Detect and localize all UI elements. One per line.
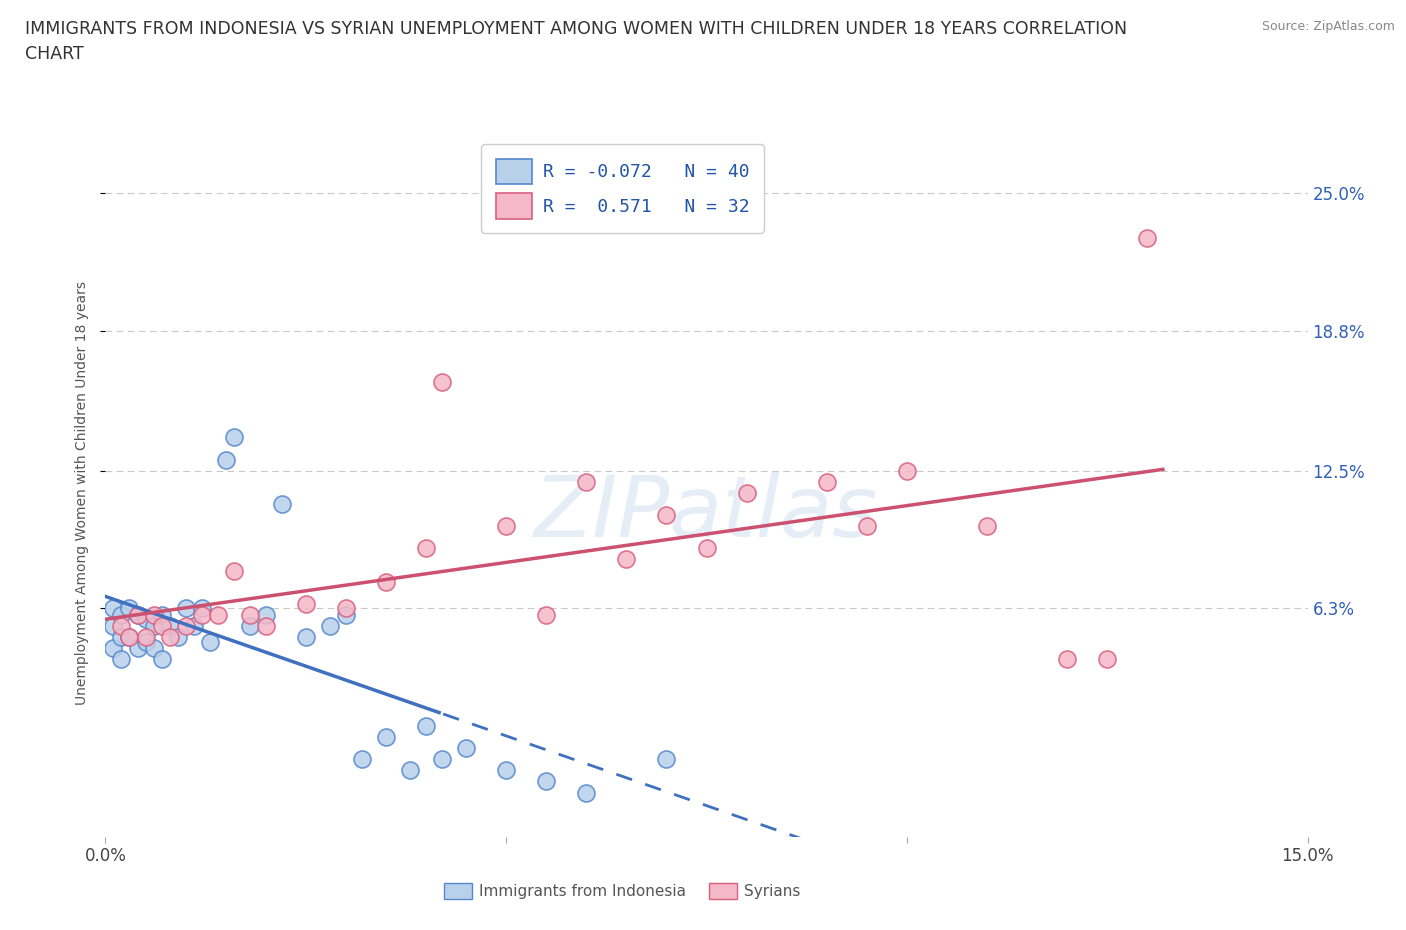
Point xyxy=(415,719,437,734)
Point xyxy=(127,641,149,656)
Point xyxy=(239,607,262,622)
Point xyxy=(127,607,149,622)
Point xyxy=(534,607,557,622)
Text: IMMIGRANTS FROM INDONESIA VS SYRIAN UNEMPLOYMENT AMONG WOMEN WITH CHILDREN UNDER: IMMIGRANTS FROM INDONESIA VS SYRIAN UNEM… xyxy=(25,20,1128,38)
Point xyxy=(183,618,205,633)
Point xyxy=(454,741,477,756)
Point xyxy=(159,630,181,644)
Point xyxy=(159,618,181,633)
Point xyxy=(214,452,236,467)
Point xyxy=(254,618,277,633)
Legend: Immigrants from Indonesia, Syrians: Immigrants from Indonesia, Syrians xyxy=(439,877,807,905)
Point xyxy=(575,474,598,489)
Point xyxy=(295,596,318,611)
Point xyxy=(222,564,245,578)
Point xyxy=(150,607,173,622)
Point xyxy=(135,630,157,644)
Point xyxy=(174,601,197,616)
Point xyxy=(575,785,598,800)
Text: ZIPatlas: ZIPatlas xyxy=(534,472,879,555)
Point xyxy=(495,763,517,777)
Point xyxy=(254,607,277,622)
Point xyxy=(1136,230,1159,245)
Point xyxy=(1056,652,1078,667)
Point xyxy=(118,630,141,644)
Point xyxy=(430,751,453,766)
Point xyxy=(142,641,165,656)
Point xyxy=(655,751,678,766)
Point xyxy=(198,634,221,649)
Point xyxy=(815,474,838,489)
Point xyxy=(855,519,877,534)
Point xyxy=(118,630,141,644)
Point xyxy=(270,497,292,512)
Point xyxy=(534,774,557,789)
Point xyxy=(150,652,173,667)
Point xyxy=(110,618,132,633)
Point xyxy=(110,630,132,644)
Point xyxy=(415,541,437,556)
Point xyxy=(135,612,157,627)
Point xyxy=(190,601,212,616)
Point xyxy=(110,652,132,667)
Point xyxy=(239,618,262,633)
Point xyxy=(399,763,422,777)
Point xyxy=(896,463,918,478)
Point xyxy=(142,607,165,622)
Point xyxy=(135,634,157,649)
Point xyxy=(495,519,517,534)
Point xyxy=(190,607,212,622)
Point xyxy=(174,618,197,633)
Point xyxy=(335,601,357,616)
Point xyxy=(166,630,188,644)
Text: CHART: CHART xyxy=(25,45,84,62)
Text: Source: ZipAtlas.com: Source: ZipAtlas.com xyxy=(1261,20,1395,33)
Point xyxy=(735,485,758,500)
Point xyxy=(222,430,245,445)
Point xyxy=(207,607,229,622)
Point xyxy=(127,607,149,622)
Point xyxy=(110,607,132,622)
Point xyxy=(150,618,173,633)
Point xyxy=(655,508,678,523)
Point xyxy=(430,375,453,390)
Point xyxy=(103,641,125,656)
Point xyxy=(118,601,141,616)
Point xyxy=(374,574,398,589)
Y-axis label: Unemployment Among Women with Children Under 18 years: Unemployment Among Women with Children U… xyxy=(75,281,89,705)
Point xyxy=(335,607,357,622)
Point xyxy=(374,730,398,745)
Point xyxy=(616,552,638,567)
Point xyxy=(696,541,718,556)
Point xyxy=(295,630,318,644)
Point xyxy=(103,601,125,616)
Point xyxy=(350,751,373,766)
Point xyxy=(103,618,125,633)
Point xyxy=(319,618,342,633)
Point xyxy=(976,519,998,534)
Point xyxy=(142,618,165,633)
Point xyxy=(1097,652,1119,667)
